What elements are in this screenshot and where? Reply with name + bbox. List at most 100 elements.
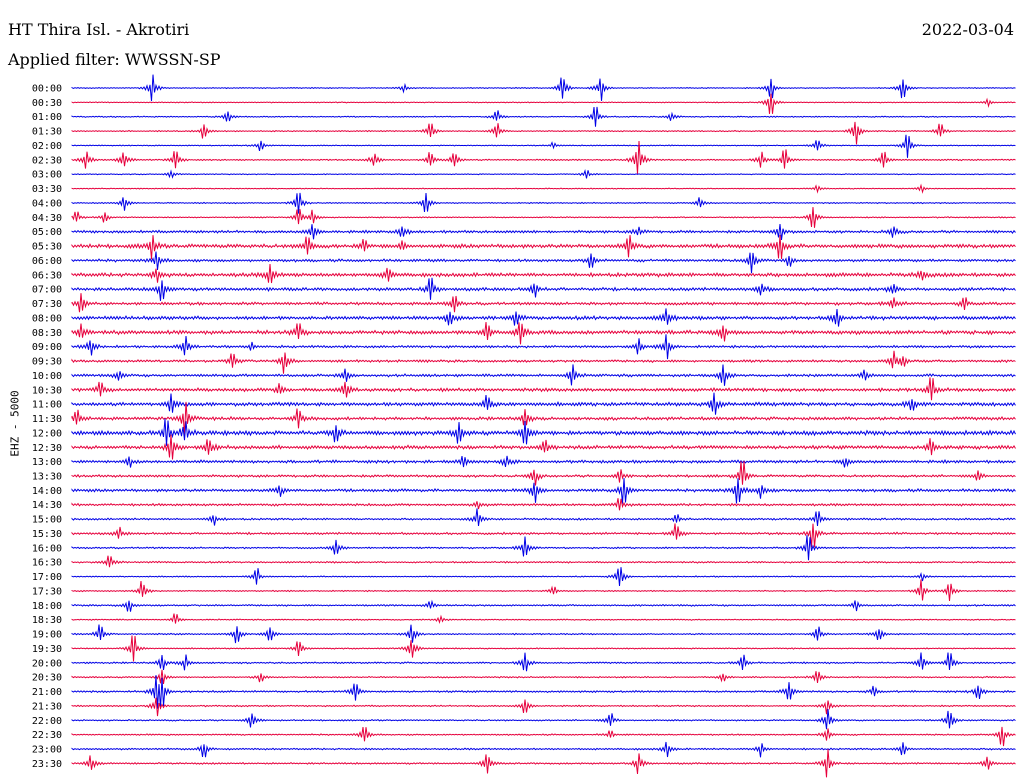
seismic-trace-row (71, 624, 1016, 644)
seismic-trace-row (71, 749, 1016, 778)
seismic-trace-row (71, 106, 1016, 127)
time-tick-label: 13:30 (32, 471, 62, 482)
seismic-trace-row (71, 207, 1016, 228)
seismic-trace-row (71, 523, 1016, 548)
time-tick-label: 16:00 (32, 543, 62, 554)
time-tick-label: 01:30 (32, 127, 62, 138)
seismic-trace-row (71, 635, 1016, 662)
seismic-trace-row (71, 567, 1016, 586)
time-tick-label: 15:30 (32, 529, 62, 540)
time-tick-label: 07:00 (32, 285, 62, 296)
seismic-trace-row (71, 334, 1016, 360)
time-tick-label: 14:00 (32, 486, 62, 497)
time-tick-label: 23:00 (32, 745, 62, 756)
seismic-trace-row (71, 277, 1016, 301)
seismic-trace-row (71, 613, 1016, 625)
tick-label-group: 00:00 00:30 01:00 01:30 02:00 02:30 03:00 03:30… (32, 84, 62, 770)
seismic-trace-row (71, 364, 1016, 386)
time-tick-label: 23:30 (32, 759, 62, 770)
time-tick-label: 05:30 (32, 242, 62, 253)
seismic-trace-row (71, 460, 1016, 486)
time-tick-label: 18:00 (32, 601, 62, 612)
seismic-trace-row (71, 697, 1016, 717)
seismic-trace-row (71, 264, 1016, 284)
seismic-trace-row (71, 308, 1016, 327)
seismic-trace-row (71, 652, 1016, 672)
seismic-trace-row (71, 669, 1016, 684)
time-tick-label: 21:00 (32, 687, 62, 698)
time-tick-label: 18:30 (32, 615, 62, 626)
time-tick-label: 11:30 (32, 414, 62, 425)
time-tick-label: 12:30 (32, 443, 62, 454)
date-label: 2022-03-04 (921, 20, 1014, 39)
time-tick-label: 08:00 (32, 313, 62, 324)
filter-label: Applied filter: WWSSN-SP (8, 50, 221, 69)
time-tick-label: 05:00 (32, 227, 62, 238)
seismic-trace-row (71, 498, 1016, 511)
time-tick-label: 03:00 (32, 170, 62, 181)
time-tick-label: 00:00 (32, 84, 62, 95)
time-tick-label: 22:30 (32, 730, 62, 741)
seismic-trace-row (71, 321, 1016, 345)
seismic-trace-row (71, 234, 1016, 260)
seismic-trace-row (71, 555, 1016, 568)
seismic-trace-row (71, 183, 1016, 194)
seismic-trace-row (71, 434, 1016, 460)
seismic-trace-row (71, 134, 1016, 158)
seismic-trace-row (71, 708, 1016, 730)
time-tick-label: 10:30 (32, 385, 62, 396)
seismic-trace-row (71, 93, 1016, 114)
time-tick-label: 22:00 (32, 716, 62, 727)
time-tick-label: 03:30 (32, 184, 62, 195)
time-tick-label: 20:30 (32, 673, 62, 684)
seismic-trace-row (71, 535, 1016, 561)
time-tick-label: 09:00 (32, 342, 62, 353)
time-tick-label: 14:30 (32, 500, 62, 511)
time-tick-label: 10:00 (32, 371, 62, 382)
time-tick-label: 17:30 (32, 586, 62, 597)
seismic-trace-row (71, 74, 1016, 102)
seismic-trace-row (71, 377, 1016, 401)
time-tick-label: 06:30 (32, 270, 62, 281)
time-tick-label: 07:30 (32, 299, 62, 310)
seismic-trace-row (71, 350, 1016, 374)
time-tick-label: 12:00 (32, 428, 62, 439)
seismic-trace-row (71, 579, 1016, 602)
seismic-trace-row (71, 508, 1016, 526)
time-tick-label: 04:00 (32, 198, 62, 209)
time-tick-label: 15:00 (32, 515, 62, 526)
seismic-trace-row (71, 251, 1016, 274)
trace-group (71, 74, 1016, 778)
time-tick-label: 06:00 (32, 256, 62, 267)
seismic-trace-row (71, 192, 1016, 214)
time-tick-label: 17:00 (32, 572, 62, 583)
time-tick-label: 16:30 (32, 558, 62, 569)
seismic-trace-row (71, 293, 1016, 313)
time-tick-label: 13:00 (32, 457, 62, 468)
time-tick-label: 19:00 (32, 630, 62, 641)
seismic-trace-row (71, 741, 1016, 758)
time-tick-label: 20:00 (32, 658, 62, 669)
time-tick-label: 09:30 (32, 357, 62, 368)
seismic-trace-row (71, 599, 1016, 612)
station-title: HT Thira Isl. - Akrotiri (8, 20, 190, 39)
seismic-trace-row (71, 726, 1016, 747)
seismic-trace-row (71, 140, 1016, 174)
seismic-trace-row (71, 401, 1016, 436)
seismic-trace-row (71, 675, 1016, 709)
time-tick-label: 01:00 (32, 112, 62, 123)
time-tick-label: 08:30 (32, 328, 62, 339)
time-tick-label: 02:00 (32, 141, 62, 152)
seismic-trace-row (71, 455, 1016, 468)
seismic-trace-row (71, 121, 1016, 145)
time-tick-label: 00:30 (32, 98, 62, 109)
time-tick-label: 11:00 (32, 400, 62, 411)
seismic-trace-row (71, 392, 1016, 415)
time-tick-label: 21:30 (32, 701, 62, 712)
seismic-trace-row (71, 418, 1016, 446)
time-tick-label: 02:30 (32, 155, 62, 166)
seismic-trace-row (71, 477, 1016, 504)
seismic-trace-row (71, 223, 1016, 240)
time-tick-label: 19:30 (32, 644, 62, 655)
